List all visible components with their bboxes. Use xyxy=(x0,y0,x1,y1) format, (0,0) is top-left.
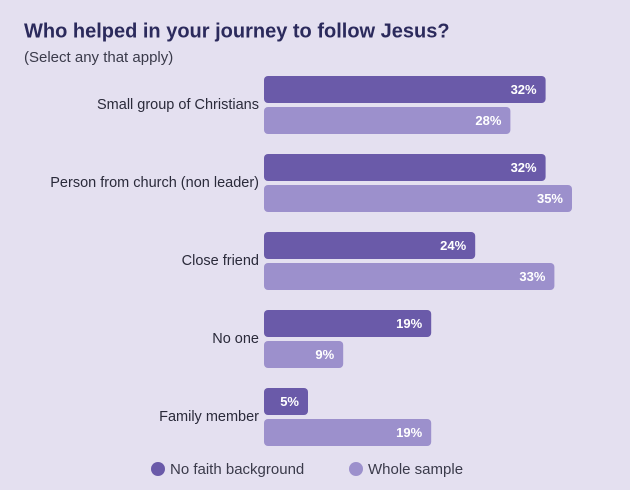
value-label: 19% xyxy=(396,425,422,440)
value-label: 28% xyxy=(475,113,501,128)
value-label: 35% xyxy=(537,191,563,206)
legend-label: No faith background xyxy=(170,461,304,478)
value-label: 33% xyxy=(519,269,545,284)
chart-subtitle: (Select any that apply) xyxy=(24,49,173,66)
value-label: 24% xyxy=(440,238,466,253)
category-label: Small group of Christians xyxy=(97,97,259,113)
bar xyxy=(264,419,432,446)
value-label: 32% xyxy=(511,160,537,175)
value-label: 9% xyxy=(315,347,334,362)
chart-title: Who helped in your journey to follow Jes… xyxy=(24,20,450,42)
value-label: 32% xyxy=(511,82,537,97)
bar xyxy=(264,107,511,134)
bar xyxy=(264,388,308,415)
category-label: Person from church (non leader) xyxy=(50,175,259,191)
bar xyxy=(264,232,476,259)
bar xyxy=(264,341,344,368)
legend-swatch xyxy=(349,462,363,476)
value-label: 5% xyxy=(280,394,299,409)
legend-swatch xyxy=(151,462,165,476)
bar xyxy=(264,154,546,181)
category-label: Family member xyxy=(159,409,259,425)
bar xyxy=(264,310,432,337)
bar xyxy=(264,263,555,290)
category-label: Close friend xyxy=(182,253,259,269)
bar xyxy=(264,185,572,212)
category-label: No one xyxy=(212,331,259,347)
value-label: 19% xyxy=(396,316,422,331)
bar xyxy=(264,76,546,103)
legend-label: Whole sample xyxy=(368,461,463,478)
